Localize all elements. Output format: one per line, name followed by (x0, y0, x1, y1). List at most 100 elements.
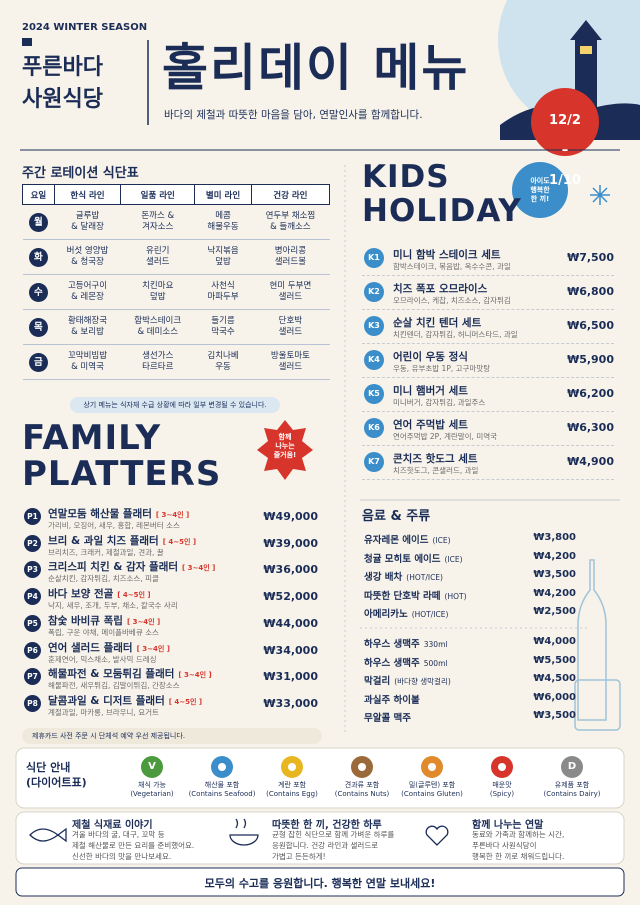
drink-tag: (HOT) (444, 591, 467, 601)
item-price: ₩44,000 (263, 616, 318, 630)
drink-price: ₩3,500 (533, 710, 576, 721)
item-price: ₩7,500 (567, 251, 614, 264)
item-serving: [ 4~5인 ] (162, 537, 197, 546)
item-name-text: 해물파전 & 모둠튀김 플래터 (48, 668, 175, 681)
family-title: FAMILY PLATTERS (22, 418, 222, 494)
item-code: K4 (364, 350, 384, 370)
menu-cell: 꼬막비빔밥 & 미역국 (54, 344, 121, 380)
menu-cell: 단호박 샐러드 (251, 309, 330, 345)
drink-name: 청귤 모히토 에이드 (ICE) (364, 551, 463, 565)
day-badge: 화 (28, 247, 48, 267)
item-desc: 순살치킨, 감자튀김, 치즈소스, 피클 (48, 574, 159, 584)
item-price: ₩5,900 (567, 353, 614, 366)
item-desc: 우동, 유부초밥 1P, 고구마맛탕 (393, 364, 491, 373)
item-serving: [ 3~4인 ] (178, 671, 212, 680)
item-name: 연말모둠 해산물 플래터[ 3~4인 ] (48, 506, 189, 521)
kids-badge: 아이도 행복한 한 끼! (530, 177, 550, 204)
divider (362, 411, 614, 412)
item-name: 순살 치킨 텐더 세트 (393, 317, 482, 329)
diet-label: 매운맛 (Spicy) (489, 781, 515, 799)
item-desc: 훈제연어, 믹스채소, 발사믹 드레싱 (48, 654, 157, 664)
menu-cell: 유린기 샐러드 (120, 239, 195, 275)
day-cell: 금 (22, 344, 55, 380)
diet-label: 채식 가능 (Vegetarian) (130, 781, 174, 799)
item-desc: 치즈핫도그, 콘샐러드, 과일 (393, 466, 479, 475)
icon-glyph (358, 763, 366, 771)
drink-name: 유자레몬 에이드 (ICE) (364, 532, 451, 546)
drink-price: ₩5,500 (533, 654, 576, 666)
table-row: 목 황태해장국 & 보리밥 함박스테이크 & 데미소스 들기름 막국수 단호박 샐러드 (22, 309, 330, 345)
drink-name-text: 아메리카노 (364, 609, 408, 620)
item-name: 미니 햄버거 세트 (393, 385, 468, 397)
day-cell: 목 (22, 309, 55, 345)
menu-cell: 돈까스 & 겨자소스 (120, 204, 195, 240)
item-price: ₩33,000 (263, 696, 318, 710)
diet-icon (421, 756, 443, 778)
item-desc: 연어주먹밥 2P, 계란말이, 미역국 (393, 432, 498, 441)
item-code: P1 (24, 508, 41, 525)
menu-cell: 방울토마토 샐러드 (251, 344, 330, 380)
menu-cell: 황태해장국 & 보리밥 (54, 309, 121, 345)
menu-cell: 사천식 마파두부 (194, 274, 252, 310)
diet-icon: V (141, 756, 163, 778)
item-name: 달콤과일 & 디저트 플래터[ 4~5인 ] (48, 693, 202, 708)
drink-name: 생강 배차 (HOT/ICE) (364, 569, 443, 583)
item-serving: [ 3~4인 ] (155, 511, 190, 519)
item-name: 연어 주먹밥 세트 (393, 419, 468, 431)
menu-cell: 김치나베 우동 (194, 344, 252, 380)
column-header: 일품 라인 (120, 184, 196, 205)
item-code: K1 (364, 248, 384, 268)
drink-name-text: 하우스 생맥주 (364, 657, 420, 669)
date-end: 1/10 (549, 173, 581, 188)
subtitle: 바다의 제철과 따뜻한 마음을 담아, 연말인사를 함께합니다. (164, 109, 423, 121)
diet-icon (491, 756, 513, 778)
table-row: 월 글루밥 & 달래장 돈까스 & 겨자소스 메콤 해물우동 연두부 채소찜 & 들깨소… (22, 204, 330, 240)
drink-tag: 330ml (423, 640, 448, 649)
drink-price: ₩4,500 (533, 673, 576, 684)
menu-cell: 고등어구이 & 레몬장 (54, 274, 121, 310)
day-cell: 월 (22, 204, 55, 240)
item-code: P3 (24, 561, 41, 579)
drink-name-text: 과실주 하이볼 (364, 694, 420, 706)
drink-tag: 500ml (423, 658, 448, 668)
item-price: ₩4,900 (567, 455, 614, 468)
day-badge: 수 (28, 282, 48, 302)
item-name: 어린이 우동 정식 (393, 351, 468, 363)
table-row: 수 고등어구이 & 레몬장 치킨마요 덮밥 사천식 마파두부 현미 두부면 샐러드 (22, 274, 330, 310)
drink-name: 아메리카노 (HOT/ICE) (364, 606, 448, 620)
icon-glyph (428, 763, 436, 771)
menu-cell: 버섯 영양밥 & 청국장 (54, 239, 121, 275)
family-note: 제휴카드 사전 주문 시 단체석 예약 우선 제공됩니다. (22, 728, 322, 744)
item-serving: [ 4~5인 ] (168, 697, 203, 706)
drink-name-text: 생강 배차 (364, 572, 403, 583)
item-code: K3 (364, 316, 384, 336)
item-desc: 해물파전, 새우튀김, 김말이튀김, 간장소스 (48, 681, 180, 691)
item-name: 크리스피 치킨 & 감자 플래터[ 3~4인 ] (48, 559, 215, 574)
menu-cell: 낙지볶음 덮밥 (194, 239, 252, 275)
item-name-text: 연어 샐러드 플래터 (48, 641, 133, 654)
menu-cell: 메콤 해물우동 (194, 204, 252, 240)
drinks-title: 음료 & 주류 (362, 509, 431, 524)
day-cell: 수 (22, 274, 55, 310)
menu-cell: 함박스테이크 & 데미소스 (120, 309, 195, 345)
item-price: ₩34,000 (263, 643, 318, 657)
item-code: P7 (24, 668, 41, 686)
weekly-note: 상기 메뉴는 식자재 수급 상황에 따라 일부 변경될 수 있습니다. (70, 397, 280, 413)
divider (362, 343, 614, 344)
item-name-text: 크리스피 치킨 & 감자 플래터 (48, 561, 179, 574)
date-badge: 12/2 – 1/10 (531, 98, 599, 203)
drink-tag: (HOT/ICE) (411, 610, 449, 619)
info-text: 동료와 가족과 함께하는 시간, 푸른바다 사원식당이 행복한 한 끼로 채워드… (472, 830, 565, 861)
divider (362, 309, 614, 310)
divider (362, 377, 614, 378)
item-code: P8 (24, 694, 41, 712)
footer-message: 모두의 수고를 응원합니다. 행복한 연말 보내세요! (204, 877, 436, 890)
menu-cell: 현미 두부면 샐러드 (251, 274, 330, 310)
drink-tag: (ICE) (432, 536, 451, 545)
diet-label: 밀(글루텐) 포함 (Contains Gluten) (401, 781, 463, 799)
drink-name: 하우스 생맥주 500ml (364, 655, 447, 669)
item-desc: 가리비, 오징어, 새우, 홍합, 레몬버터 소스 (48, 521, 180, 530)
drink-name-text: 무알콜 맥주 (364, 713, 412, 724)
menu-cell: 병아리콩 샐러드볼 (251, 239, 330, 275)
